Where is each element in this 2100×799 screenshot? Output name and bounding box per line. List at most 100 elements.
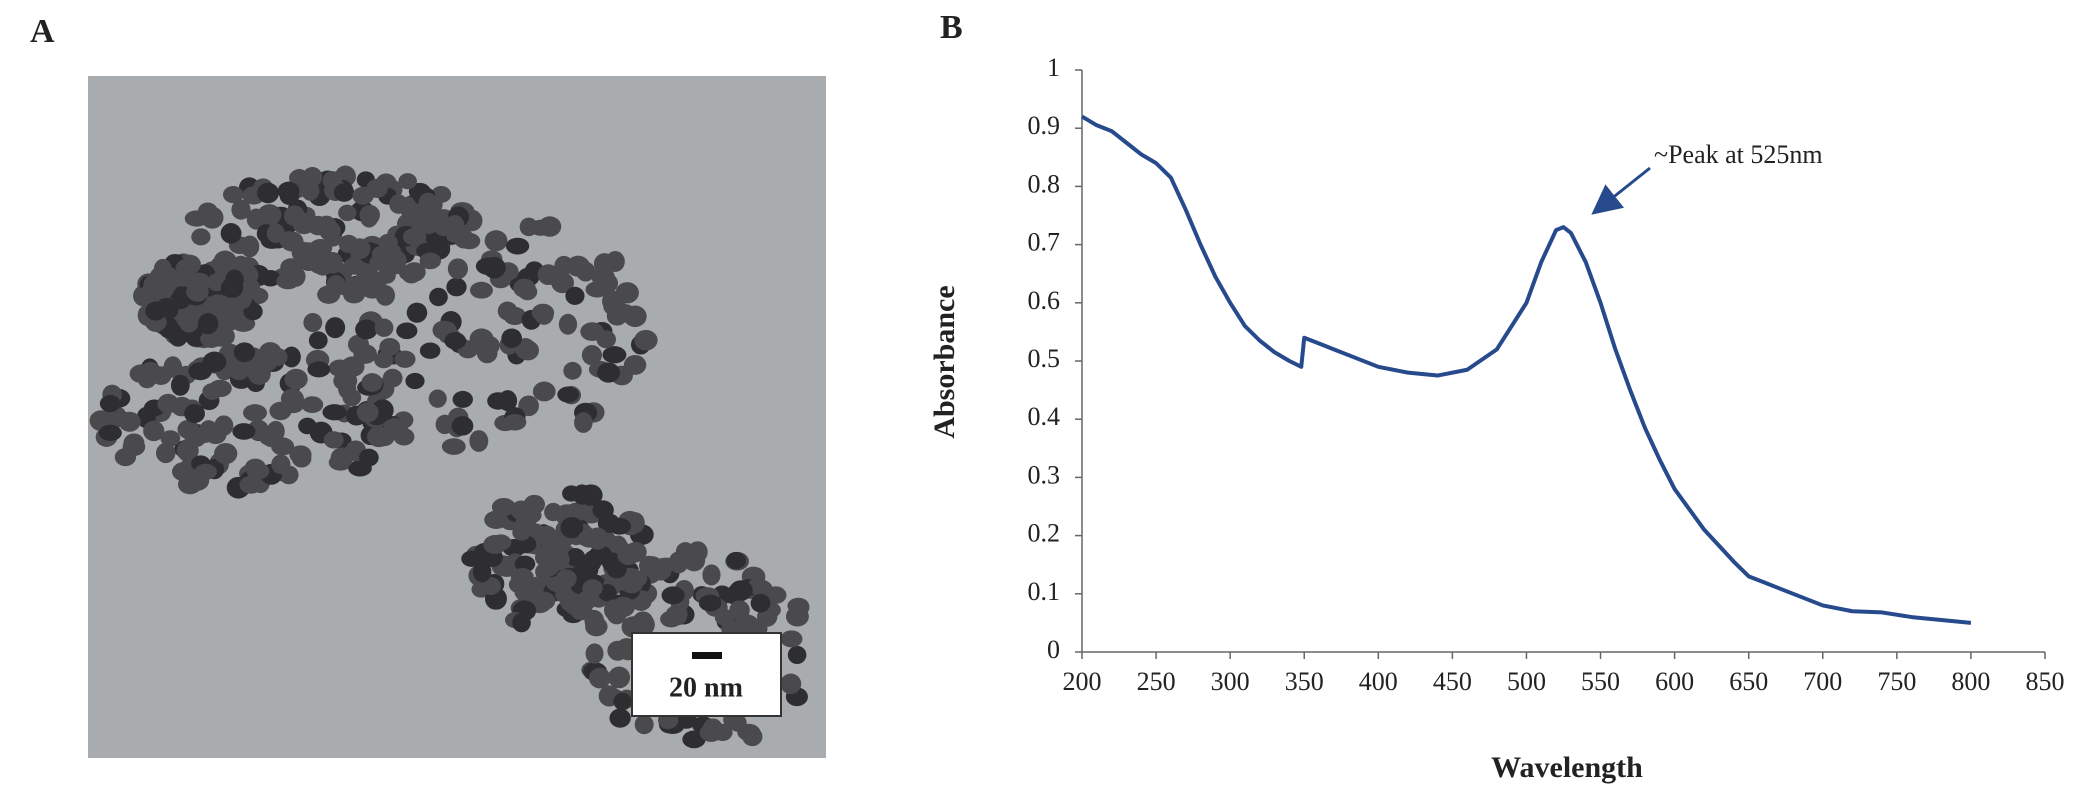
particle	[204, 425, 227, 445]
particle	[266, 420, 285, 442]
particle	[330, 447, 354, 469]
particle	[470, 281, 493, 299]
particle	[566, 548, 586, 567]
particle	[355, 270, 374, 289]
particle	[634, 329, 658, 351]
particle	[469, 328, 494, 350]
particle	[279, 231, 299, 250]
particle	[563, 361, 582, 380]
particle	[170, 374, 190, 396]
particle	[137, 370, 157, 389]
particle	[99, 394, 121, 413]
y-tick-label: 0.4	[1028, 402, 1061, 431]
particle	[348, 238, 371, 260]
particle	[585, 643, 604, 664]
particle	[143, 420, 165, 442]
particle	[307, 361, 331, 378]
particle	[308, 238, 333, 257]
particle	[298, 252, 322, 271]
particle	[379, 337, 401, 356]
x-tick-label: 750	[1877, 667, 1916, 696]
y-tick-label: 0.6	[1028, 286, 1061, 315]
particle	[444, 332, 467, 350]
panel-label: B	[940, 9, 963, 46]
particle	[194, 463, 217, 480]
y-tick-label: 0.5	[1028, 344, 1061, 373]
x-tick-label: 200	[1063, 667, 1102, 696]
particle	[639, 555, 659, 577]
particle	[160, 430, 181, 447]
particle	[482, 256, 506, 279]
particle	[446, 277, 467, 297]
particle	[747, 576, 768, 596]
particle	[557, 386, 579, 403]
y-tick-label: 0.2	[1028, 519, 1061, 548]
particle	[429, 287, 448, 307]
particle	[359, 204, 381, 226]
particle	[702, 718, 723, 739]
particle	[188, 362, 213, 381]
particle	[333, 371, 358, 391]
y-tick-label: 0	[1047, 635, 1060, 664]
particle	[551, 272, 574, 294]
particle	[538, 216, 562, 237]
scale-bar-label: 20 nm	[669, 672, 743, 703]
y-tick-label: 0.7	[1028, 228, 1061, 257]
x-tick-label: 650	[1729, 667, 1768, 696]
particle	[514, 555, 536, 573]
y-tick-label: 1	[1047, 53, 1060, 82]
particle	[375, 284, 395, 306]
particle	[215, 444, 238, 464]
particle	[257, 204, 282, 226]
particle	[634, 714, 654, 735]
x-tick-label: 400	[1359, 667, 1398, 696]
particle	[596, 330, 616, 349]
particle	[233, 342, 256, 363]
particle	[577, 529, 602, 548]
particle	[555, 569, 577, 589]
particle	[510, 567, 534, 587]
particle	[394, 350, 416, 368]
particle	[565, 502, 589, 522]
particle	[301, 396, 324, 414]
x-tick-label: 250	[1137, 667, 1176, 696]
particle	[546, 549, 570, 569]
particle	[728, 714, 747, 732]
particle	[323, 431, 344, 449]
particle	[611, 596, 635, 618]
particle	[419, 252, 442, 270]
particles	[89, 165, 810, 749]
particle	[186, 281, 209, 302]
particle	[326, 274, 346, 296]
particle	[787, 645, 807, 665]
particle	[271, 454, 291, 475]
particle	[243, 302, 263, 321]
particle	[220, 223, 242, 244]
particle	[785, 606, 809, 627]
particle	[402, 227, 427, 246]
particle	[581, 344, 602, 366]
x-tick-label: 300	[1211, 667, 1250, 696]
particle	[780, 673, 802, 695]
particle	[560, 516, 584, 539]
particle	[606, 306, 628, 326]
particle	[679, 546, 698, 566]
particle	[592, 500, 614, 520]
particle	[531, 303, 555, 322]
particle	[406, 302, 428, 323]
particle	[317, 215, 337, 234]
particle	[308, 331, 328, 350]
particle	[382, 368, 403, 388]
particle	[243, 404, 267, 422]
particle	[140, 282, 162, 305]
particle	[380, 248, 404, 269]
particle	[729, 600, 750, 621]
particle	[544, 502, 563, 522]
particle	[160, 271, 184, 288]
particle	[619, 573, 644, 594]
particle	[613, 692, 632, 711]
particle	[401, 264, 422, 284]
particle	[608, 666, 631, 689]
particle	[322, 251, 343, 274]
